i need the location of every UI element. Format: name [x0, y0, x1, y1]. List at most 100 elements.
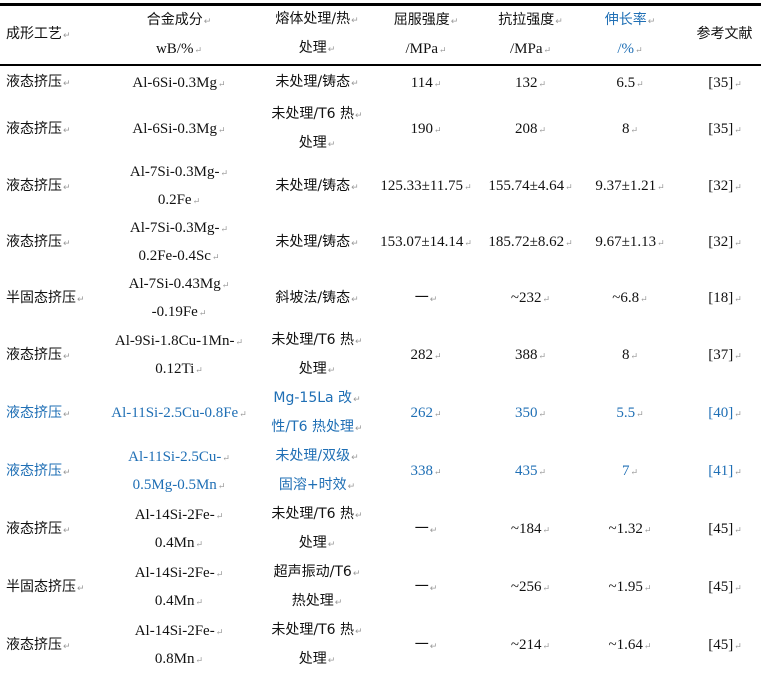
cell-line: Al-6Si-0.3Mg — [100, 70, 258, 98]
cell-composition: Al-14Si-2Fe-0.4Mn — [100, 501, 258, 559]
cell-treatment: 未处理/铸态 — [258, 159, 376, 215]
cell-line: Al-7Si-0.43Mg — [100, 271, 258, 299]
cell-reference: [32] — [675, 159, 761, 215]
cell-line: 熔体处理/热 — [258, 6, 376, 35]
cell-line: 一 — [376, 574, 476, 603]
cell-elongation: 9.37±1.21 — [585, 159, 675, 215]
cell-line: 成形工艺 — [6, 21, 100, 50]
cell-line: 262 — [376, 400, 476, 428]
cell-line: ~1.95 — [585, 574, 675, 602]
cell-elongation: ~1.95 — [585, 559, 675, 617]
cell-composition: Al-6Si-0.3Mg — [100, 101, 258, 159]
cell-line: 处理 — [258, 35, 376, 64]
cell-line: 液态挤压 — [6, 632, 100, 661]
cell-line: ~1.64 — [585, 632, 675, 660]
cell-elongation: 6.5 — [585, 65, 675, 101]
cell-line: ~256 — [476, 574, 585, 602]
header-process: 成形工艺 — [0, 5, 100, 66]
cell-line: 屈服强度 — [376, 7, 476, 36]
cell-line: 未处理/双级 — [258, 443, 376, 472]
cell-treatment: Mg-15La 改性/T6 热处理 — [258, 385, 376, 443]
cell-line: wB/% — [100, 36, 258, 64]
cell-treatment: 未处理/铸态 — [258, 215, 376, 271]
cell-line: /MPa — [376, 36, 476, 64]
table-row: 液态挤压Al-11Si-2.5Cu-0.8FeMg-15La 改性/T6 热处理… — [0, 385, 761, 443]
cell-process: 半固态挤压 — [0, 271, 100, 327]
cell-treatment: 未处理/T6 热处理 — [258, 327, 376, 385]
cell-line: -0.19Fe — [100, 299, 258, 327]
cell-tensile-strength: ~232 — [476, 271, 585, 327]
header-row: 成形工艺合金成分wB/%熔体处理/热处理屈服强度/MPa抗拉强度/MPa伸长率/… — [0, 4, 761, 66]
cell-line: Mg-15La 改 — [258, 385, 376, 414]
header-yield-strength: 屈服强度/MPa — [376, 5, 476, 66]
cell-line: 8 — [585, 342, 675, 370]
cell-tensile-strength: 350 — [476, 385, 585, 443]
cell-reference: [40] — [675, 385, 761, 443]
cell-line: 液态挤压 — [6, 458, 100, 487]
cell-treatment: 未处理/T6 热处理 — [258, 617, 376, 675]
table-row: 液态挤压Al-7Si-0.3Mg-0.2Fe-0.4Sc未处理/铸态153.07… — [0, 215, 761, 271]
cell-composition: Al-14Si-2Fe-0.4Mn — [100, 559, 258, 617]
table-row: 液态挤压Al-7Si-0.3Mg-0.2Fe未处理/铸态125.33±11.75… — [0, 159, 761, 215]
cell-reference: [45] — [675, 617, 761, 675]
cell-line: [40] — [675, 400, 761, 428]
cell-line: 热处理 — [258, 588, 376, 617]
cell-line: 液态挤压 — [6, 400, 100, 429]
cell-process: 液态挤压 — [0, 65, 100, 101]
table-row: 半固态挤压Al-14Si-2Fe-0.4Mn超声振动/T6热处理一~256~1.… — [0, 559, 761, 617]
cell-composition: Al-11Si-2.5Cu-0.5Mg-0.5Mn — [100, 443, 258, 501]
table-row: 半固态挤压Al-7Si-0.43Mg-0.19Fe斜坡法/铸态一~232~6.8… — [0, 271, 761, 327]
cell-line: 液态挤压 — [6, 116, 100, 145]
header-treatment: 熔体处理/热处理 — [258, 5, 376, 66]
table-row: 液态挤压Al-6Si-0.3Mg未处理/T6 热处理1902088[35] — [0, 101, 761, 159]
cell-line: 斜坡法/铸态 — [258, 285, 376, 314]
cell-treatment: 未处理/铸态 — [258, 65, 376, 101]
cell-treatment: 斜坡法/铸态 — [258, 271, 376, 327]
cell-yield-strength: 190 — [376, 101, 476, 159]
cell-line: ~232 — [476, 285, 585, 313]
cell-reference: [45] — [675, 501, 761, 559]
cell-line: [32] — [675, 173, 761, 201]
cell-line: /MPa — [476, 36, 585, 64]
cell-line: [32] — [675, 229, 761, 257]
cell-line: 半固态挤压 — [6, 574, 100, 603]
cell-line: 未处理/T6 热 — [258, 617, 376, 646]
cell-line: [45] — [675, 516, 761, 544]
cell-line: 208 — [476, 116, 585, 144]
cell-line: 液态挤压 — [6, 69, 100, 98]
cell-line: 5.5 — [585, 400, 675, 428]
cell-line: Al-14Si-2Fe- — [100, 502, 258, 530]
cell-composition: Al-11Si-2.5Cu-0.8Fe — [100, 385, 258, 443]
cell-line: 固溶+时效 — [258, 472, 376, 501]
cell-composition: Al-6Si-0.3Mg — [100, 65, 258, 101]
cell-line: [35] — [675, 116, 761, 144]
cell-line: 6.5 — [585, 70, 675, 98]
cell-elongation: 7 — [585, 443, 675, 501]
cell-line: 0.4Mn — [100, 588, 258, 616]
cell-elongation: 8 — [585, 101, 675, 159]
cell-line: Al-14Si-2Fe- — [100, 618, 258, 646]
cell-line: [45] — [675, 574, 761, 602]
cell-yield-strength: 一 — [376, 617, 476, 675]
cell-elongation: 9.67±1.13 — [585, 215, 675, 271]
cell-process: 液态挤压 — [0, 327, 100, 385]
properties-table: 成形工艺合金成分wB/%熔体处理/热处理屈服强度/MPa抗拉强度/MPa伸长率/… — [0, 3, 761, 675]
cell-yield-strength: 114 — [376, 65, 476, 101]
table-row: 液态挤压Al-14Si-2Fe-0.4Mn未处理/T6 热处理一~184~1.3… — [0, 501, 761, 559]
cell-composition: Al-7Si-0.43Mg-0.19Fe — [100, 271, 258, 327]
cell-process: 液态挤压 — [0, 101, 100, 159]
cell-line: 合金成分 — [100, 7, 258, 36]
cell-line: 153.07±14.14 — [376, 229, 476, 257]
cell-process: 液态挤压 — [0, 385, 100, 443]
cell-line: 液态挤压 — [6, 342, 100, 371]
cell-reference: [35] — [675, 65, 761, 101]
cell-process: 半固态挤压 — [0, 559, 100, 617]
cell-line: 一 — [376, 285, 476, 314]
cell-line: 未处理/铸态 — [258, 69, 376, 98]
cell-yield-strength: 一 — [376, 559, 476, 617]
cell-line: 0.2Fe — [100, 187, 258, 215]
cell-tensile-strength: ~256 — [476, 559, 585, 617]
table-row: 液态挤压Al-9Si-1.8Cu-1Mn-0.12Ti未处理/T6 热处理282… — [0, 327, 761, 385]
cell-composition: Al-7Si-0.3Mg-0.2Fe — [100, 159, 258, 215]
